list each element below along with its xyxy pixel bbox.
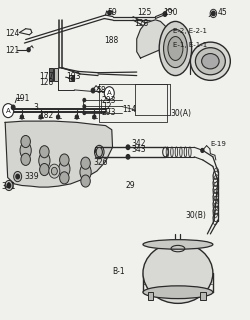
Text: 124: 124 (6, 29, 20, 38)
Text: 193: 193 (66, 72, 80, 81)
Polygon shape (136, 20, 165, 58)
Ellipse shape (80, 175, 90, 187)
Circle shape (211, 11, 214, 16)
Text: 12: 12 (102, 102, 111, 111)
Text: 30(A): 30(A) (170, 109, 191, 118)
Text: 343: 343 (130, 145, 145, 154)
Circle shape (71, 77, 74, 81)
Text: 128: 128 (134, 19, 148, 28)
Circle shape (104, 87, 114, 100)
Circle shape (20, 115, 23, 119)
Text: 128: 128 (39, 78, 54, 87)
Text: 121: 121 (6, 46, 20, 55)
Ellipse shape (194, 48, 224, 75)
Circle shape (16, 174, 19, 179)
Bar (69, 75, 74, 81)
Ellipse shape (21, 153, 30, 165)
Circle shape (75, 115, 78, 119)
Text: 339: 339 (24, 172, 39, 181)
Ellipse shape (201, 53, 218, 69)
Text: 45: 45 (217, 8, 227, 17)
Text: E-19: E-19 (210, 141, 225, 147)
Text: 293: 293 (102, 108, 116, 117)
Ellipse shape (21, 135, 30, 148)
Ellipse shape (190, 42, 230, 80)
Bar (54, 68, 58, 81)
Bar (49, 68, 53, 81)
Text: 293: 293 (102, 96, 116, 105)
Circle shape (126, 145, 129, 149)
Circle shape (91, 88, 94, 93)
Circle shape (162, 12, 166, 16)
Circle shape (3, 104, 14, 118)
Circle shape (83, 105, 85, 108)
Text: 29: 29 (125, 181, 134, 190)
Ellipse shape (59, 154, 69, 166)
Ellipse shape (158, 21, 191, 76)
Circle shape (56, 115, 59, 119)
Text: A: A (106, 90, 111, 96)
Circle shape (83, 99, 85, 102)
Circle shape (12, 105, 15, 110)
Ellipse shape (142, 243, 212, 303)
Text: 182: 182 (39, 111, 54, 120)
Text: 326: 326 (93, 158, 107, 167)
Circle shape (92, 115, 96, 119)
Ellipse shape (40, 164, 49, 176)
Circle shape (7, 183, 11, 188)
Ellipse shape (58, 161, 70, 177)
Text: E-2, E-2-1: E-2, E-2-1 (172, 28, 206, 34)
Text: 191: 191 (16, 94, 30, 103)
Ellipse shape (80, 164, 91, 180)
Ellipse shape (80, 157, 90, 169)
Text: 125: 125 (136, 8, 150, 17)
Circle shape (200, 148, 203, 152)
Circle shape (126, 155, 129, 159)
Text: 114: 114 (122, 105, 136, 114)
Circle shape (27, 48, 30, 52)
Bar (148, 292, 153, 300)
Circle shape (5, 180, 13, 191)
Ellipse shape (38, 152, 50, 169)
Text: 30(B): 30(B) (185, 211, 206, 220)
Polygon shape (5, 121, 112, 187)
Ellipse shape (59, 172, 69, 184)
Ellipse shape (20, 142, 31, 159)
Text: 342: 342 (130, 139, 145, 148)
Text: 59: 59 (106, 8, 116, 17)
Text: 341: 341 (1, 182, 16, 191)
Text: A: A (6, 108, 10, 114)
Circle shape (14, 172, 22, 182)
Circle shape (49, 164, 60, 178)
Text: B-1: B-1 (112, 267, 125, 276)
Circle shape (107, 11, 110, 15)
Bar (200, 292, 205, 300)
Text: 188: 188 (104, 36, 118, 45)
Text: 3: 3 (33, 103, 38, 112)
Ellipse shape (96, 147, 102, 157)
Text: 58: 58 (96, 86, 106, 95)
Ellipse shape (40, 146, 49, 158)
Text: 190: 190 (162, 8, 177, 17)
Circle shape (51, 167, 57, 175)
Ellipse shape (167, 36, 182, 60)
Ellipse shape (163, 29, 186, 68)
Text: 177: 177 (39, 72, 54, 81)
Circle shape (39, 115, 42, 119)
Ellipse shape (142, 240, 212, 249)
Text: E-1, E-1-1: E-1, E-1-1 (172, 42, 206, 48)
Ellipse shape (142, 286, 212, 299)
Circle shape (83, 111, 85, 115)
